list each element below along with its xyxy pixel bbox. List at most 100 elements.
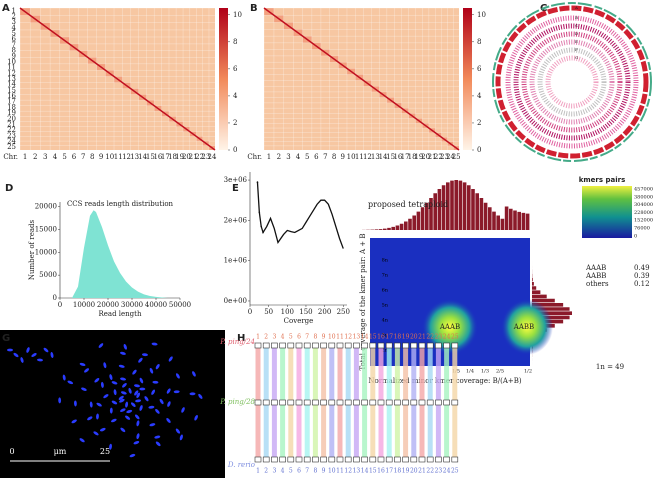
x-tick-label: 2/5 [496, 369, 504, 375]
chromosome [126, 409, 133, 414]
top-label: 7 [305, 334, 309, 341]
ring-label: B [575, 15, 578, 20]
legend-title: kmers pairs [579, 176, 626, 184]
x-tick-label: 18 [408, 153, 417, 161]
chromosome [134, 414, 140, 420]
chromosome-box [451, 456, 459, 463]
chromosome-box [312, 399, 319, 406]
chromosome-box [361, 456, 368, 463]
panel-label: G [2, 333, 10, 344]
chromosome-box [303, 456, 311, 463]
x-tick-label: 5 [305, 153, 309, 161]
y-tick-label: 20000 [35, 203, 57, 211]
y-tick-label: 15000 [35, 225, 57, 233]
y-tick-label: 5 [12, 30, 16, 38]
species-label: P. ping/24 [219, 338, 255, 346]
chromosome-box [410, 399, 418, 406]
chromosome-box [344, 342, 352, 349]
chromosome-box [287, 456, 295, 463]
chromosome-box [451, 399, 459, 406]
chromosome-box [295, 342, 303, 349]
chromosome [109, 407, 113, 414]
y-tick-label: 11 [7, 64, 16, 72]
chromosome-box [262, 342, 270, 349]
top-label: 19 [402, 334, 410, 341]
top-label: 4 [281, 334, 285, 341]
legend-tick-label: 457000 [634, 187, 653, 193]
y-axis-label: Total coverage of the kmer pair: A + B [359, 233, 367, 370]
chromosome-box [279, 399, 286, 406]
y-tick-label: 6 [12, 35, 17, 43]
y-axis-label: Number of reads [28, 219, 36, 280]
bottom-label: 25 [451, 468, 459, 475]
top-label: 23 [435, 334, 443, 341]
x-tick-label: 23 [440, 153, 449, 161]
chromosome [138, 357, 143, 363]
chromosome-box [426, 399, 434, 406]
circos-ring [513, 23, 631, 141]
x-tick-label: 10 [105, 153, 114, 161]
bottom-label: 6 [297, 468, 301, 475]
y-tick-label: 6n [382, 288, 389, 294]
colorbar-tick-label: 6 [477, 65, 482, 73]
chromosome-box [377, 342, 385, 349]
bottom-label: 8 [313, 468, 317, 475]
chromosome [175, 428, 181, 434]
panel-label: D [5, 183, 13, 194]
chromosome [155, 363, 160, 370]
chromosome [109, 443, 112, 450]
bottom-label: 9 [322, 468, 326, 475]
x-tick-label: 15 [386, 153, 395, 161]
bottom-label: 21 [418, 468, 426, 475]
chromosome-box [426, 456, 434, 463]
top-label: 6 [297, 334, 301, 341]
circos-ring [545, 55, 599, 109]
chromosome [94, 378, 100, 383]
diagonal [263, 7, 460, 151]
chromosome [120, 351, 126, 355]
top-label: 9 [322, 334, 326, 341]
chromosome [118, 364, 125, 368]
chromosome [139, 387, 146, 391]
bottom-label: 18 [394, 468, 402, 475]
x-tick-label: 16 [153, 153, 162, 161]
x-tick-label: 6 [72, 153, 77, 161]
chromosome [120, 408, 126, 412]
bottom-label: 15 [369, 468, 377, 475]
chromosome [128, 387, 132, 394]
chromosome [130, 402, 136, 408]
chromosome-box [295, 456, 303, 463]
x-tick-label: 30000 [121, 301, 143, 309]
chromosome [43, 347, 49, 353]
chromosome [103, 362, 107, 369]
chromosome-box [353, 399, 360, 406]
x-tick-label: 8 [90, 153, 94, 161]
bottom-label: 17 [385, 468, 393, 475]
bottom-label: 3 [272, 468, 276, 475]
x-tick-label: 0 [58, 301, 62, 309]
colorbar-tick-label: 0 [233, 146, 237, 154]
chromosome-box [402, 342, 409, 349]
chromosome [166, 418, 171, 423]
x-tick-label: 24 [208, 153, 217, 161]
stat-value: 0.49 [634, 264, 650, 272]
circos-outer [492, 2, 652, 162]
chromosome [111, 381, 118, 385]
x-tick-label: 40000 [145, 301, 167, 309]
y-tick-label: 16 [7, 92, 16, 100]
panel-label: H [237, 333, 245, 344]
circos-ring [521, 31, 623, 133]
top-label: 2 [264, 334, 268, 341]
axis-label: Chr. [3, 153, 18, 161]
chromosome-box [320, 399, 327, 406]
chromosome [67, 380, 74, 385]
bottom-label: 19 [402, 468, 410, 475]
top-label: 3 [272, 334, 276, 341]
x-tick-label: 24 [446, 153, 455, 161]
x-axis-label: Coverge [284, 317, 314, 325]
colorbar-tick-label: 10 [477, 11, 486, 19]
chromosome [89, 401, 93, 408]
chromosome-box [418, 399, 426, 406]
panel-label: A [2, 3, 10, 14]
top-label: 18 [394, 334, 402, 341]
